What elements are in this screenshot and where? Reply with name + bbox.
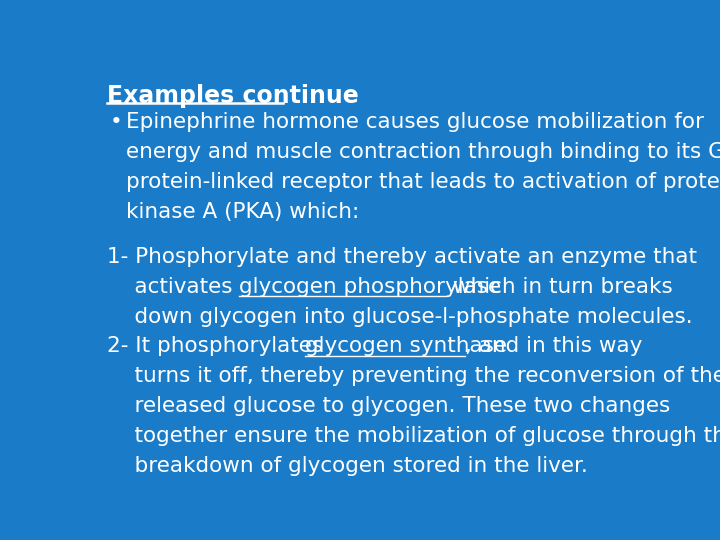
Text: released glucose to glycogen. These two changes: released glucose to glycogen. These two …	[107, 396, 670, 416]
Text: , and in this way: , and in this way	[465, 336, 642, 356]
Text: breakdown of glycogen stored in the liver.: breakdown of glycogen stored in the live…	[107, 456, 588, 476]
Text: •: •	[109, 112, 122, 132]
Text: glycogen synthase: glycogen synthase	[305, 336, 507, 356]
Text: 1- Phosphorylate and thereby activate an enzyme that: 1- Phosphorylate and thereby activate an…	[107, 247, 697, 267]
Text: turns it off, thereby preventing the reconversion of the: turns it off, thereby preventing the rec…	[107, 367, 720, 387]
Text: 2- It phosphorylates: 2- It phosphorylates	[107, 336, 330, 356]
Text: glycogen phosphorylase: glycogen phosphorylase	[239, 276, 501, 296]
Text: activates: activates	[107, 276, 239, 296]
Text: energy and muscle contraction through binding to its G: energy and muscle contraction through bi…	[126, 142, 720, 162]
Text: together ensure the mobilization of glucose through the: together ensure the mobilization of gluc…	[107, 426, 720, 446]
Text: Examples continue: Examples continue	[107, 84, 359, 107]
Text: Epinephrine hormone causes glucose mobilization for: Epinephrine hormone causes glucose mobil…	[126, 112, 704, 132]
Text: which in turn breaks: which in turn breaks	[446, 276, 673, 296]
Text: protein-linked receptor that leads to activation of protein: protein-linked receptor that leads to ac…	[126, 172, 720, 192]
Text: down glycogen into glucose-l-phosphate molecules.: down glycogen into glucose-l-phosphate m…	[107, 307, 693, 327]
Text: kinase A (PKA) which:: kinase A (PKA) which:	[126, 202, 359, 222]
